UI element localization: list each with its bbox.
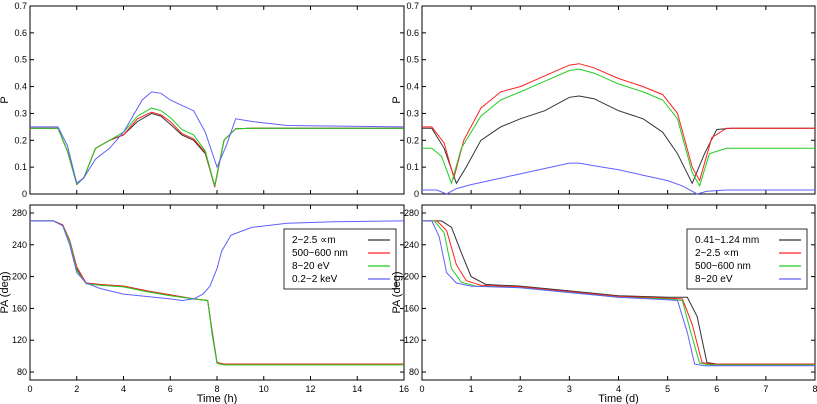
y-tick-label: 280 — [12, 208, 27, 218]
x-axis-label: Time (h) — [197, 393, 238, 404]
y-tick-label: 0.6 — [14, 28, 27, 38]
y-tick-label: 0 — [414, 189, 419, 199]
y-axis-label: PA (deg) — [391, 272, 403, 314]
x-tick-label: 0 — [419, 384, 424, 394]
legend-label: 500~600 nm — [292, 248, 348, 259]
series-line-4 — [422, 220, 815, 367]
y-tick-label: 200 — [404, 272, 419, 282]
y-tick-label: 0.1 — [14, 162, 27, 172]
legend-label: 8~20 eV — [292, 261, 330, 272]
plot-frame — [421, 5, 816, 195]
series-line-4 — [30, 91, 405, 185]
legend-label: 0.2~2 keV — [292, 274, 338, 285]
y-tick-label: 0.6 — [406, 28, 419, 38]
y-tick-label: 0.7 — [406, 1, 419, 11]
x-axis-label: Time (d) — [598, 393, 639, 404]
legend: 0.41~1.24 mm 2~2.5 ∝m 500~600 nm 8~20 eV — [686, 228, 808, 290]
y-axis-label: PA (deg) — [0, 272, 11, 314]
y-tick-label: 200 — [12, 272, 27, 282]
x-tick-label: 2 — [74, 384, 79, 394]
chart-panel-bottom-right: 80 120 160 200 240 280 0 1 2 3 4 5 6 7 8 PA (deg) Time (… — [391, 204, 817, 404]
series-line-3 — [30, 220, 404, 366]
legend-label: 2~2.5 ∝m — [695, 248, 739, 259]
x-tick-label: 6 — [168, 384, 173, 394]
y-tick-label: 80 — [409, 367, 419, 377]
y-tick-label: 0.2 — [406, 135, 419, 145]
series-line-3 — [30, 107, 404, 187]
y-tick-label: 280 — [404, 208, 419, 218]
legend: 2~2.5 ∝m 500~600 nm 8~20 eV 0.2~2 keV — [283, 228, 397, 290]
y-tick-label: 80 — [17, 367, 27, 377]
legend-label: 500~600 nm — [695, 261, 751, 272]
series-line-1 — [422, 95, 815, 185]
y-tick-label: 0 — [22, 189, 27, 199]
series-line-2 — [422, 220, 815, 365]
legend-label: 2~2.5 ∝m — [292, 235, 336, 246]
y-tick-label: 240 — [404, 240, 419, 250]
y-tick-label: 0.3 — [14, 108, 27, 118]
series-line-3 — [422, 68, 815, 188]
y-axis-label: P — [391, 96, 403, 103]
y-tick-label: 0.5 — [406, 55, 419, 65]
legend-label: 8~20 eV — [695, 274, 733, 285]
series-line-1 — [422, 220, 815, 365]
x-tick-label: 4 — [616, 384, 621, 394]
y-tick-label: 0.3 — [406, 108, 419, 118]
y-tick-label: 120 — [12, 335, 27, 345]
x-tick-label: 7 — [763, 384, 768, 394]
series-line-2 — [30, 220, 404, 365]
series-line-4 — [30, 220, 405, 302]
series-line-2 — [422, 63, 815, 182]
y-axis-label: P — [0, 96, 11, 103]
y-tick-label: 0.4 — [14, 82, 27, 92]
x-tick-label: 2 — [518, 384, 523, 394]
x-tick-label: 4 — [121, 384, 126, 394]
x-tick-label: 3 — [567, 384, 572, 394]
y-tick-label: 0.1 — [406, 162, 419, 172]
y-tick-label: 120 — [404, 335, 419, 345]
x-tick-label: 5 — [665, 384, 670, 394]
x-tick-label: 8 — [214, 384, 219, 394]
y-tick-label: 160 — [12, 303, 27, 313]
x-tick-label: 6 — [714, 384, 719, 394]
x-tick-label: 12 — [305, 384, 315, 394]
x-tick-label: 14 — [352, 384, 362, 394]
x-tick-label: 1 — [469, 384, 474, 394]
y-tick-label: 0.4 — [406, 82, 419, 92]
x-tick-label: 10 — [259, 384, 269, 394]
legend-label: 0.41~1.24 mm — [695, 235, 759, 246]
x-tick-label: 16 — [399, 384, 409, 394]
chart-panel-top-left: 0 0.1 0.2 0.3 0.4 0.5 0.6 0.7 P — [0, 1, 405, 199]
chart-panel-top-right: 0 0.1 0.2 0.3 0.4 0.5 0.6 0.7 P — [391, 1, 816, 199]
series-line-4 — [422, 162, 815, 195]
x-tick-label: 0 — [27, 384, 32, 394]
y-tick-label: 0.5 — [14, 55, 27, 65]
y-tick-label: 240 — [12, 240, 27, 250]
chart-panel-bottom-left: 80 120 160 200 240 280 0 2 4 6 8 10 12 14 16 PA (deg) Ti… — [0, 204, 409, 404]
x-tick-label: 8 — [812, 384, 817, 394]
y-tick-label: 0.2 — [14, 135, 27, 145]
y-tick-label: 160 — [404, 303, 419, 313]
y-tick-label: 0.7 — [14, 1, 27, 11]
